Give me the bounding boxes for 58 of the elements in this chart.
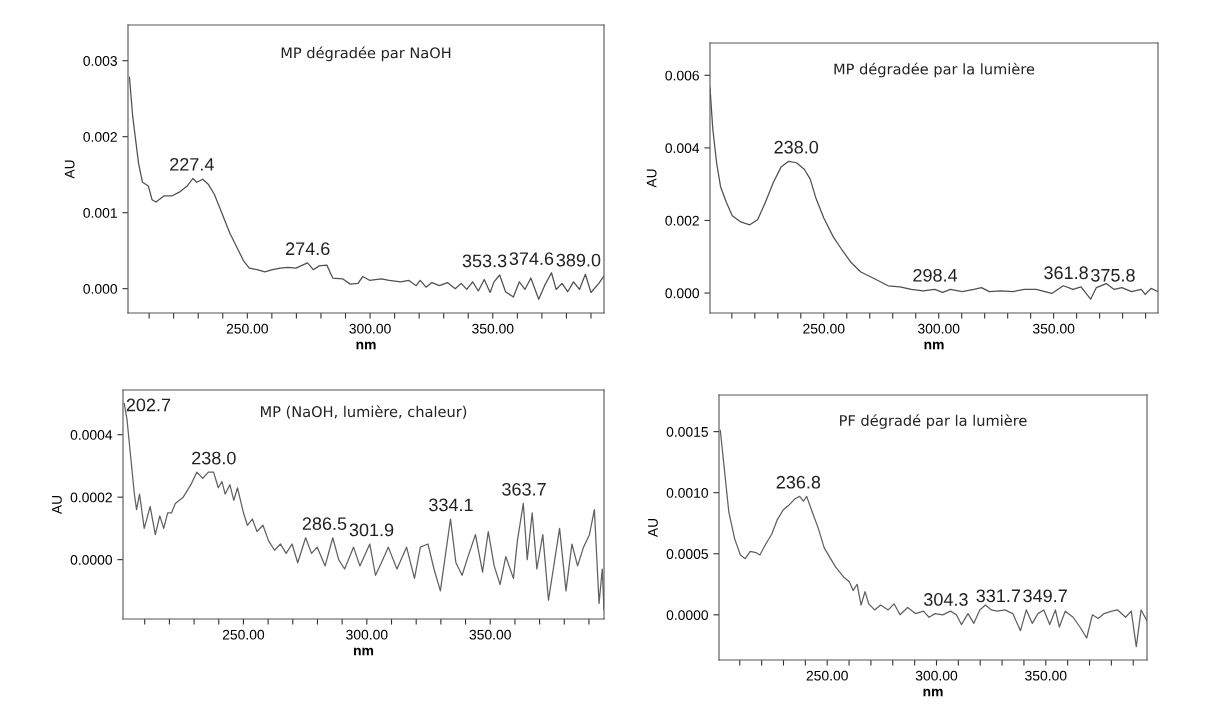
y-tick-label: 0.003 — [83, 56, 117, 66]
annotation: 274.6 — [286, 242, 330, 256]
text: MP dégradée par NaOH — [281, 46, 451, 62]
x-tick-label: 350.00 — [1025, 670, 1067, 681]
annotation: 238.0 — [192, 451, 236, 465]
annotation: 298.4 — [913, 268, 958, 282]
x-tick-label: 250.00 — [806, 670, 848, 681]
annotation: 375.8 — [1091, 268, 1135, 282]
annotation: 361.8 — [1044, 266, 1088, 280]
y-tick-label: 0.002 — [665, 215, 699, 226]
annotation: 374.6 — [509, 252, 554, 265]
x-tick-label: 250.00 — [222, 629, 265, 640]
text: PF dégradé par la lumière — [840, 414, 1027, 429]
annotation: 353.3 — [462, 254, 507, 268]
x-axis-title: nm — [356, 341, 376, 350]
y-tick-label: 0.001 — [83, 208, 117, 218]
x-tick-label: 300.00 — [918, 323, 960, 334]
y-tick-label: 0.0010 — [666, 488, 709, 498]
annotation: 301.9 — [349, 523, 394, 537]
x-axis-title: nm — [354, 647, 374, 656]
y-tick-label: 0.002 — [83, 132, 117, 142]
x-tick-label: 300.00 — [349, 323, 391, 334]
annotation: 349.7 — [1023, 589, 1067, 603]
x-tick-label: 300.00 — [346, 629, 388, 640]
annotation: 363.7 — [502, 482, 546, 496]
y-axis-title: AU — [52, 495, 62, 515]
annotation: 334.1 — [429, 498, 473, 512]
x-tick-label: 350.00 — [472, 323, 514, 334]
y-tick-label: 0.0015 — [666, 426, 709, 437]
annotation: 286.5 — [302, 517, 347, 531]
y-axis-title: AU — [648, 518, 658, 538]
annotation: 202.7 — [126, 398, 171, 412]
y-tick-label: 0.000 — [83, 284, 118, 294]
y-axis-title: AU — [646, 169, 657, 188]
annotation: 238.0 — [774, 140, 819, 154]
x-tick-label: 250.00 — [803, 323, 845, 334]
y-tick-label: 0.0002 — [70, 492, 112, 503]
y-tick-label: 0.000 — [665, 288, 700, 299]
text: MP (NaOH, lumière, chaleur) — [261, 405, 467, 419]
y-tick-label: 0.006 — [665, 70, 699, 81]
x-tick-label: 250.00 — [226, 323, 269, 334]
x-axis-title: nm — [924, 341, 944, 350]
annotation: 227.4 — [170, 157, 214, 171]
y-tick-label: 0.0000 — [666, 610, 709, 620]
x-tick-label: 350.00 — [469, 629, 511, 640]
annotation: 304.3 — [924, 593, 968, 606]
text: MP dégradée par la lumière — [834, 62, 1035, 78]
y-tick-label: 0.0005 — [666, 549, 709, 559]
y-tick-label: 0.004 — [665, 143, 700, 154]
annotation: 389.0 — [556, 253, 601, 267]
annotation: 236.8 — [776, 475, 821, 489]
x-tick-label: 350.00 — [1032, 323, 1075, 334]
y-axis-title: AU — [64, 160, 75, 179]
y-tick-label: 0.0004 — [70, 430, 113, 440]
y-tick-label: 0.0000 — [70, 554, 113, 565]
annotation: 331.7 — [976, 589, 1021, 603]
x-axis-title: nm — [923, 688, 943, 697]
x-tick-label: 300.00 — [915, 670, 958, 681]
